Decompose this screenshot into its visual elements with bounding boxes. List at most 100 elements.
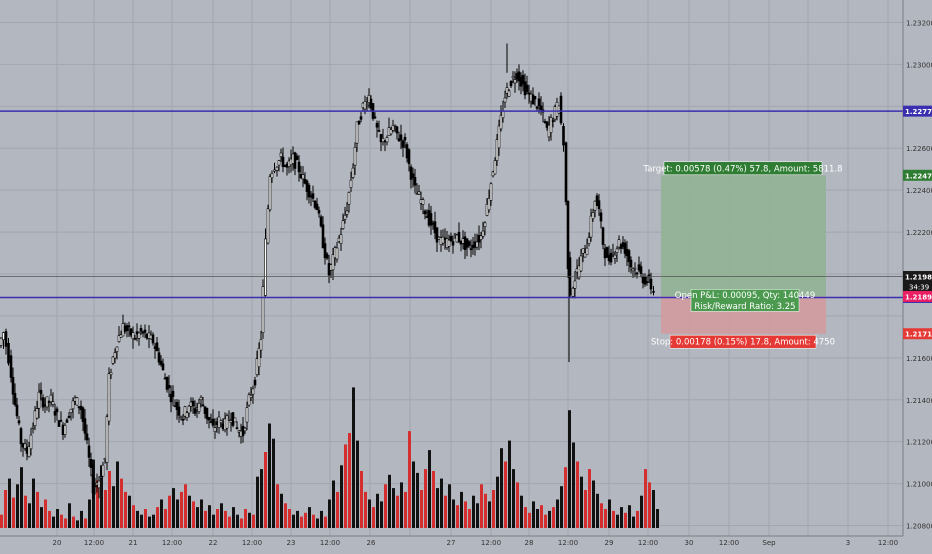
candle-body — [131, 332, 135, 339]
candle-body — [273, 169, 276, 172]
candle-body — [11, 376, 15, 395]
candle-body — [521, 74, 525, 85]
time-tick-label: 21 — [129, 539, 138, 547]
volume-bar — [456, 505, 459, 528]
candle-body — [91, 474, 95, 494]
candle-body — [525, 84, 529, 93]
candle-body — [643, 276, 647, 285]
candle-body — [475, 241, 479, 248]
candle-body — [645, 281, 649, 283]
volume-bar — [292, 514, 295, 528]
candle-body — [517, 71, 521, 82]
volume-bar — [236, 514, 239, 528]
volume-bar — [404, 491, 407, 528]
candle-body — [223, 418, 227, 431]
candle-body — [631, 268, 635, 272]
volume-bar — [28, 503, 31, 528]
volume-bar — [400, 482, 403, 528]
volume-bar — [272, 438, 275, 528]
position-price-tag-bg — [903, 290, 932, 302]
volume-bar — [196, 507, 199, 528]
candle-body — [347, 192, 351, 205]
candle-body — [85, 433, 89, 441]
volume-bar — [4, 490, 7, 528]
time-tick-label: 20 — [53, 539, 62, 547]
candle-body — [77, 406, 81, 409]
candle-body — [197, 402, 201, 412]
candle-body — [579, 255, 583, 272]
time-tick-label: 29 — [605, 539, 614, 547]
candle-body — [331, 254, 335, 271]
volume-bar — [376, 493, 379, 528]
candle-body — [141, 331, 145, 334]
volume-bar — [124, 491, 127, 528]
candle-body — [205, 407, 209, 420]
candle-body — [125, 325, 129, 331]
volume-bar — [280, 493, 283, 528]
volume-bar — [632, 516, 635, 528]
candle-body — [259, 339, 263, 351]
candle-body — [159, 360, 163, 365]
candle-body — [241, 425, 245, 437]
volume-bar — [200, 499, 203, 528]
candle-body — [83, 418, 87, 434]
volume-bar — [68, 503, 71, 528]
candle-body — [65, 419, 69, 423]
volume-bar — [192, 501, 195, 528]
candle-body — [433, 221, 437, 234]
candle-body — [545, 121, 549, 128]
candle-body — [479, 235, 483, 240]
time-tick-label: 12:00 — [558, 539, 578, 547]
time-axis[interactable]: 20 12:00 21 12:00 22 12:00 23 12:00 26 27 12:00 28 1… — [0, 535, 903, 550]
volume-bar — [72, 516, 75, 528]
candle-body — [107, 373, 111, 422]
candle-body — [251, 388, 255, 395]
candle-body — [295, 155, 299, 160]
candle-body — [297, 161, 301, 173]
volume-bar — [100, 465, 103, 528]
volume-bar — [212, 514, 215, 528]
candle-body — [357, 121, 361, 125]
candle-body — [489, 183, 493, 201]
candle-body — [639, 266, 643, 274]
candle-body — [411, 173, 415, 179]
volume-bar — [608, 499, 611, 528]
candle-body — [633, 267, 637, 270]
candle-body — [307, 184, 311, 198]
candle-body — [533, 96, 537, 100]
candle-body — [623, 242, 627, 254]
volume-bar — [52, 516, 55, 528]
volume-bar — [636, 510, 639, 528]
candle-body — [233, 417, 237, 423]
time-tick-label: 28 — [525, 539, 534, 547]
volume-bar — [268, 423, 271, 528]
volume-bar — [624, 512, 627, 528]
candle-body — [191, 400, 195, 407]
volume-bar — [296, 510, 299, 528]
volume-bar — [592, 480, 595, 528]
volume-bar — [64, 518, 67, 528]
candle-body — [509, 80, 513, 87]
volume-bar — [396, 495, 399, 528]
price-axis[interactable]: 1.23200 1.23000 1.22600 1.22400 1.22200 1.216… — [902, 0, 932, 550]
candle-body — [57, 420, 61, 427]
volume-bar — [308, 507, 311, 528]
volume-bar — [320, 510, 323, 528]
stop-label-box — [669, 334, 817, 349]
candle-body — [149, 334, 153, 340]
candle-body — [101, 464, 105, 477]
candle-body — [349, 179, 353, 188]
volume-bar — [440, 478, 443, 528]
countdown-timer: 34:39 — [909, 284, 929, 292]
candle-body — [229, 420, 233, 423]
candle-body — [341, 220, 345, 229]
volume-bar — [40, 507, 43, 528]
candle-body — [147, 332, 151, 339]
candle-body — [481, 230, 485, 237]
volume-bar — [36, 491, 39, 528]
volume-bar — [96, 480, 99, 528]
candle-body — [571, 287, 575, 297]
candle-body — [449, 235, 453, 242]
